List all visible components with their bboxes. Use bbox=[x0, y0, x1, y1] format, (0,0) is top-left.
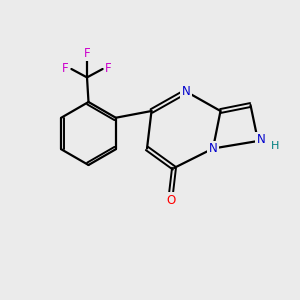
Text: H: H bbox=[271, 141, 280, 152]
Text: O: O bbox=[167, 194, 176, 207]
Text: N: N bbox=[182, 85, 190, 98]
Text: F: F bbox=[105, 62, 112, 76]
Text: N: N bbox=[256, 133, 266, 146]
Text: N: N bbox=[208, 142, 217, 155]
Text: F: F bbox=[62, 62, 69, 76]
Text: F: F bbox=[84, 47, 90, 60]
